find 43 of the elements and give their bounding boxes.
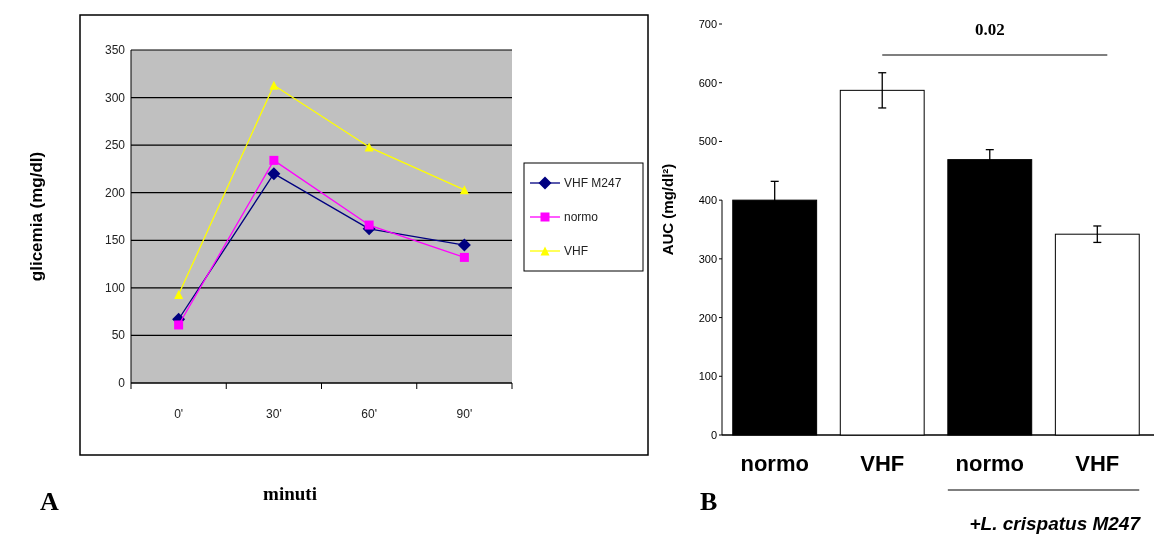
y-tick-label: 300 (698, 252, 717, 265)
y-axis-title: glicemia (mg/dl) (27, 151, 46, 282)
x-tick-label: VHF (860, 451, 905, 476)
y-tick-label: 350 (104, 43, 126, 57)
y-tick-label: 200 (104, 185, 126, 200)
y-tick-label: 150 (104, 233, 126, 248)
legend-label: VHF M247 (564, 176, 622, 190)
point (457, 238, 471, 252)
text: A (40, 487, 59, 516)
y-tick-label: 100 (104, 280, 126, 295)
x-axis-title: minuti (263, 483, 317, 504)
y-tick-label: 400 (698, 194, 717, 207)
x-tick-label: 30' (266, 407, 282, 421)
y-tick-label: 250 (104, 138, 126, 153)
y-tick-label: 300 (104, 90, 126, 105)
y-tick-label: 500 (698, 135, 717, 148)
point (364, 220, 374, 230)
x-tick-label: 60' (361, 407, 377, 421)
x-tick-label: 0' (174, 407, 184, 421)
x-tick-label: normo (955, 451, 1024, 476)
annotation: 0.02 (974, 20, 1005, 39)
point (269, 80, 279, 90)
text: B (700, 487, 718, 516)
x-tick-label: normo (740, 451, 809, 476)
y-axis-title: AUC (mg/dl²) (659, 163, 676, 256)
y-tick-label: 600 (698, 76, 717, 89)
point (174, 290, 184, 300)
x-tick-label: 90' (456, 407, 473, 421)
y-tick-label: 0 (710, 429, 717, 441)
point (174, 320, 184, 330)
legend-label: normo (564, 210, 599, 224)
y-tick-label: 200 (698, 311, 717, 324)
text: +L. crispatus M247 (969, 513, 1142, 534)
y-tick-label: 0 (118, 376, 126, 390)
point (364, 142, 374, 152)
y-tick-label: 700 (698, 18, 717, 30)
x-tick-label: VHF (1075, 451, 1120, 476)
point (267, 167, 281, 181)
y-tick-label: 100 (698, 370, 717, 383)
y-tick-label: 50 (111, 328, 126, 343)
legend-label: VHF (564, 244, 588, 258)
point (459, 252, 469, 262)
point (269, 155, 279, 165)
